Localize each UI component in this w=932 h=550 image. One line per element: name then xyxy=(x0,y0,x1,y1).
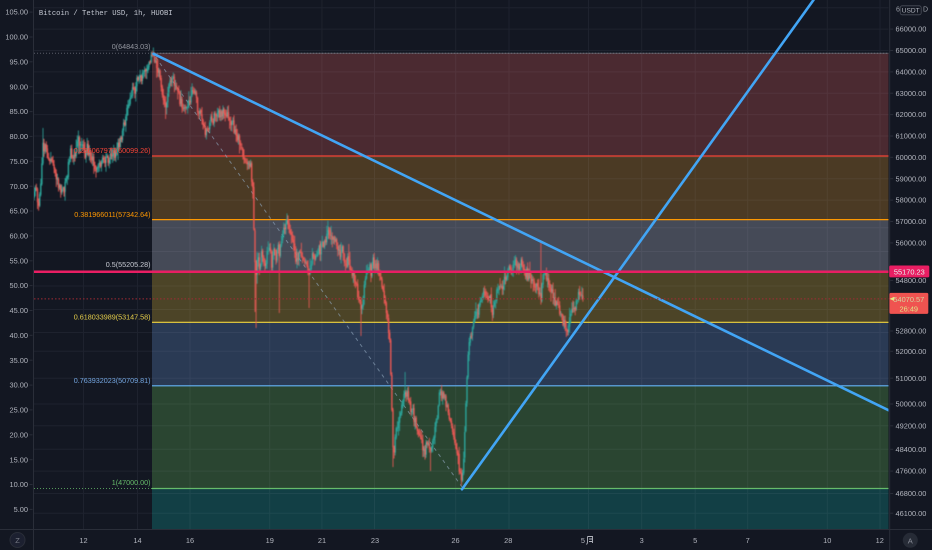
svg-text:28: 28 xyxy=(504,536,512,545)
svg-text:54070.57: 54070.57 xyxy=(893,295,924,304)
svg-text:57000.00: 57000.00 xyxy=(896,217,927,226)
svg-text:35.00: 35.00 xyxy=(10,356,29,365)
svg-text:56000.00: 56000.00 xyxy=(896,239,927,248)
svg-text:5.00: 5.00 xyxy=(14,505,28,514)
svg-text:49200.00: 49200.00 xyxy=(896,421,927,430)
svg-text:A: A xyxy=(908,536,913,545)
svg-text:46100.00: 46100.00 xyxy=(896,509,927,518)
svg-text:48400.00: 48400.00 xyxy=(896,445,927,454)
svg-text:0.5(55205.28): 0.5(55205.28) xyxy=(106,260,151,269)
svg-text:64000.00: 64000.00 xyxy=(896,68,927,77)
svg-text:105.00: 105.00 xyxy=(5,8,28,17)
svg-text:10.00: 10.00 xyxy=(10,480,29,489)
svg-text:90.00: 90.00 xyxy=(10,82,29,91)
svg-text:12: 12 xyxy=(79,536,87,545)
svg-text:63000.00: 63000.00 xyxy=(896,89,927,98)
svg-text:5: 5 xyxy=(693,536,697,545)
svg-text:65000.00: 65000.00 xyxy=(896,46,927,55)
svg-text:0.381966011(57342.64): 0.381966011(57342.64) xyxy=(74,210,150,219)
svg-text:50.00: 50.00 xyxy=(10,281,29,290)
svg-text:52000.00: 52000.00 xyxy=(896,347,927,356)
svg-text:14: 14 xyxy=(133,536,141,545)
svg-text:23: 23 xyxy=(371,536,379,545)
svg-text:20.00: 20.00 xyxy=(10,430,29,439)
svg-text:D: D xyxy=(923,6,928,13)
svg-text:70.00: 70.00 xyxy=(10,182,29,191)
svg-text:USDT: USDT xyxy=(902,8,920,15)
svg-text:7: 7 xyxy=(746,536,750,545)
svg-text:15.00: 15.00 xyxy=(10,455,29,464)
svg-text:Z: Z xyxy=(15,536,20,545)
svg-text:0.236067977(60099.26): 0.236067977(60099.26) xyxy=(74,146,151,155)
svg-text:55170.23: 55170.23 xyxy=(894,267,925,276)
svg-text:0.618033989(53147.58): 0.618033989(53147.58) xyxy=(74,312,151,321)
svg-text:58000.00: 58000.00 xyxy=(896,196,927,205)
svg-text:75.00: 75.00 xyxy=(10,157,29,166)
svg-text:16: 16 xyxy=(186,536,194,545)
svg-text:12: 12 xyxy=(876,536,884,545)
svg-text:100.00: 100.00 xyxy=(5,33,28,42)
svg-text:85.00: 85.00 xyxy=(10,107,29,116)
svg-text:55.00: 55.00 xyxy=(10,256,29,265)
svg-text:30.00: 30.00 xyxy=(10,381,29,390)
svg-text:26: 26 xyxy=(451,536,459,545)
svg-text:0.763932023(50709.81): 0.763932023(50709.81) xyxy=(74,376,151,385)
svg-text:3: 3 xyxy=(640,536,644,545)
svg-text:1(47000.00): 1(47000.00) xyxy=(112,478,151,487)
svg-text:Bitcoin / Tether USD, 1h, HUOB: Bitcoin / Tether USD, 1h, HUOBI xyxy=(39,10,173,18)
svg-text:52800.00: 52800.00 xyxy=(896,327,927,336)
svg-text:54800.00: 54800.00 xyxy=(896,276,927,285)
svg-text:59000.00: 59000.00 xyxy=(896,174,927,183)
svg-text:80.00: 80.00 xyxy=(10,132,29,141)
svg-text:65.00: 65.00 xyxy=(10,207,29,216)
svg-text:25.00: 25.00 xyxy=(10,406,29,415)
svg-text:60000.00: 60000.00 xyxy=(896,153,927,162)
svg-text:95.00: 95.00 xyxy=(10,57,29,66)
svg-text:0(64843.03): 0(64843.03) xyxy=(112,42,151,51)
svg-text:21: 21 xyxy=(318,536,326,545)
svg-text:61000.00: 61000.00 xyxy=(896,132,927,141)
svg-text:47600.00: 47600.00 xyxy=(896,467,927,476)
svg-text:62000.00: 62000.00 xyxy=(896,110,927,119)
svg-text:51000.00: 51000.00 xyxy=(896,374,927,383)
svg-text:45.00: 45.00 xyxy=(10,306,29,315)
svg-text:40.00: 40.00 xyxy=(10,331,29,340)
svg-text:50000.00: 50000.00 xyxy=(896,400,927,409)
svg-text:46800.00: 46800.00 xyxy=(896,489,927,498)
svg-text:5: 5 xyxy=(581,536,585,545)
svg-text:26:49: 26:49 xyxy=(900,304,919,313)
svg-text:60.00: 60.00 xyxy=(10,232,29,241)
svg-text:19: 19 xyxy=(266,536,274,545)
svg-text:6: 6 xyxy=(896,6,900,13)
svg-text:66000.00: 66000.00 xyxy=(896,25,927,34)
svg-text:10: 10 xyxy=(823,536,831,545)
